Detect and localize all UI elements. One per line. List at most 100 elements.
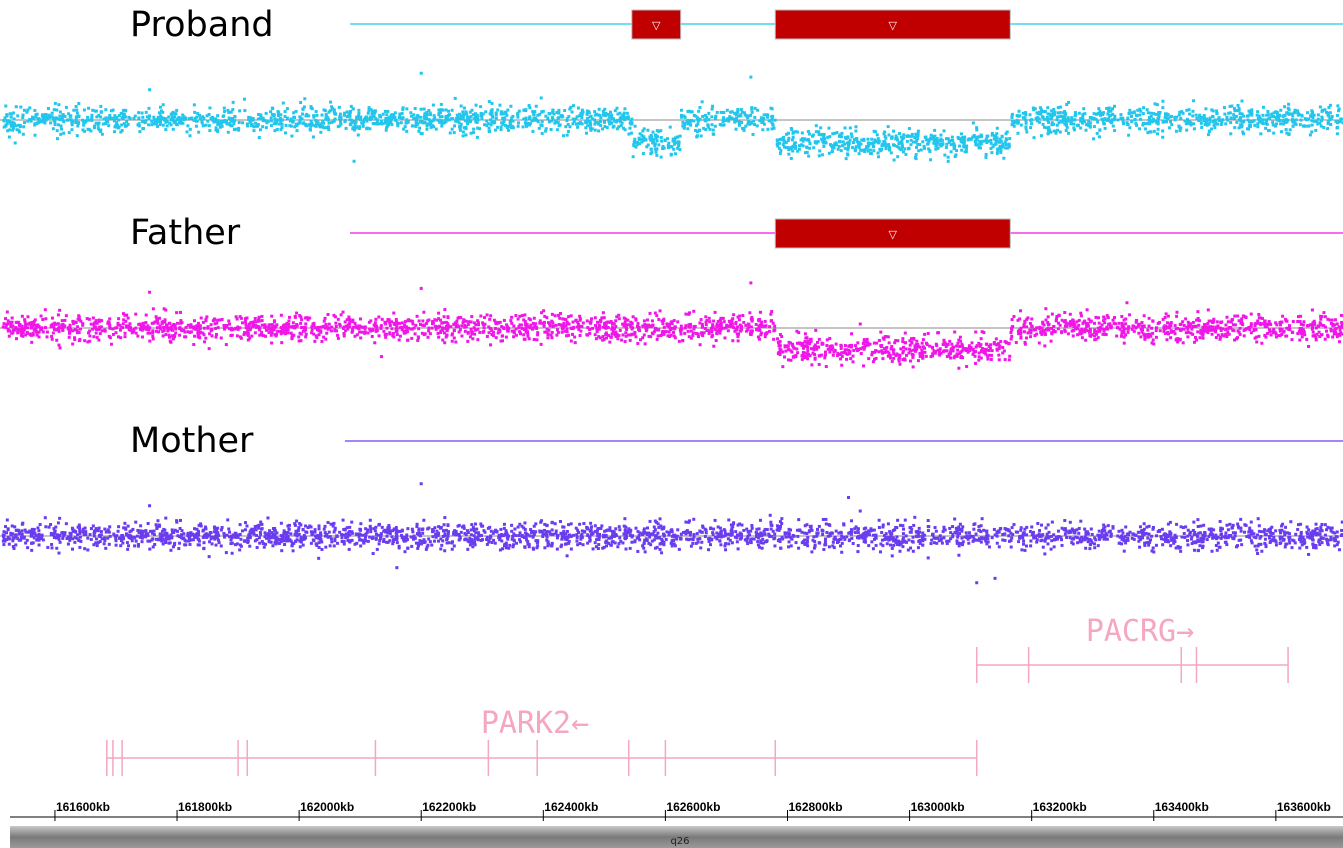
data-point <box>327 110 331 114</box>
data-point <box>961 356 965 360</box>
data-point <box>1178 328 1182 332</box>
data-point <box>710 107 714 111</box>
data-point <box>1211 325 1215 329</box>
data-point <box>1069 122 1073 126</box>
data-point <box>338 112 342 116</box>
data-point <box>474 117 478 121</box>
data-point <box>1228 104 1232 108</box>
data-point <box>385 120 389 124</box>
data-point <box>1312 333 1316 337</box>
data-point <box>625 327 629 331</box>
data-point <box>1333 318 1337 322</box>
data-point <box>980 330 984 334</box>
data-point <box>11 124 15 128</box>
data-point <box>1154 335 1158 339</box>
data-point <box>955 354 959 358</box>
data-point <box>396 121 400 125</box>
data-point <box>1016 318 1020 322</box>
data-point <box>613 326 617 330</box>
data-point <box>422 310 426 314</box>
data-point <box>1165 120 1169 124</box>
data-point <box>710 115 714 119</box>
data-point <box>669 321 673 325</box>
data-point <box>75 134 79 138</box>
data-point <box>1110 118 1114 122</box>
data-point <box>169 123 173 127</box>
data-point <box>431 103 435 107</box>
data-point <box>839 149 843 153</box>
data-point <box>1272 111 1276 115</box>
data-point <box>601 311 605 315</box>
data-point <box>227 319 231 323</box>
data-point <box>361 325 365 329</box>
data-point <box>308 316 312 320</box>
data-point <box>608 115 612 119</box>
data-point <box>882 347 886 351</box>
data-point <box>261 117 265 121</box>
data-point <box>1151 338 1155 342</box>
data-point <box>216 326 220 330</box>
data-point <box>437 335 441 339</box>
data-point <box>854 129 858 133</box>
data-point <box>1220 120 1224 124</box>
data-point <box>1010 114 1014 118</box>
data-point <box>437 111 441 115</box>
data-point <box>304 332 308 336</box>
data-point <box>946 137 950 141</box>
data-point <box>162 325 166 329</box>
data-point <box>290 134 294 138</box>
data-point <box>932 349 936 353</box>
data-point <box>31 117 35 121</box>
data-point <box>183 330 187 334</box>
data-point <box>305 316 309 320</box>
data-point <box>901 351 905 355</box>
data-point <box>225 325 229 329</box>
data-point <box>1285 120 1289 124</box>
data-point <box>368 117 372 121</box>
data-point <box>256 123 260 127</box>
data-point <box>178 326 182 330</box>
data-point <box>485 334 489 338</box>
data-point <box>734 119 738 123</box>
data-point <box>631 155 635 159</box>
data-point <box>880 349 884 353</box>
data-point <box>833 348 837 352</box>
data-point <box>629 122 633 126</box>
data-point <box>510 116 514 120</box>
data-point <box>687 312 691 316</box>
data-point <box>134 312 138 316</box>
data-point <box>1199 121 1203 125</box>
data-point <box>308 128 312 132</box>
data-point <box>94 331 98 335</box>
data-point <box>322 319 326 323</box>
data-point <box>61 323 65 327</box>
data-point <box>886 335 890 339</box>
data-point <box>676 320 680 324</box>
data-point <box>1170 114 1174 118</box>
data-point <box>595 320 599 324</box>
data-point <box>250 325 254 329</box>
track-label-proband: Proband <box>130 5 274 45</box>
data-point <box>1318 121 1322 125</box>
data-point <box>245 331 249 335</box>
data-point <box>923 332 927 336</box>
data-point <box>170 328 174 332</box>
data-point <box>1314 128 1318 132</box>
data-point <box>235 317 239 321</box>
data-point <box>811 351 815 355</box>
data-point <box>672 334 676 338</box>
data-point <box>260 323 264 327</box>
data-point <box>547 112 551 116</box>
data-point <box>1316 117 1320 121</box>
data-point <box>193 116 197 120</box>
data-point <box>361 122 365 126</box>
data-point <box>1019 309 1023 313</box>
data-point <box>1055 314 1059 318</box>
data-point <box>462 106 466 110</box>
data-point <box>833 131 837 135</box>
data-point <box>163 318 167 322</box>
data-point <box>696 119 700 123</box>
data-point <box>46 107 50 111</box>
data-point <box>375 122 379 126</box>
data-point <box>229 117 233 121</box>
